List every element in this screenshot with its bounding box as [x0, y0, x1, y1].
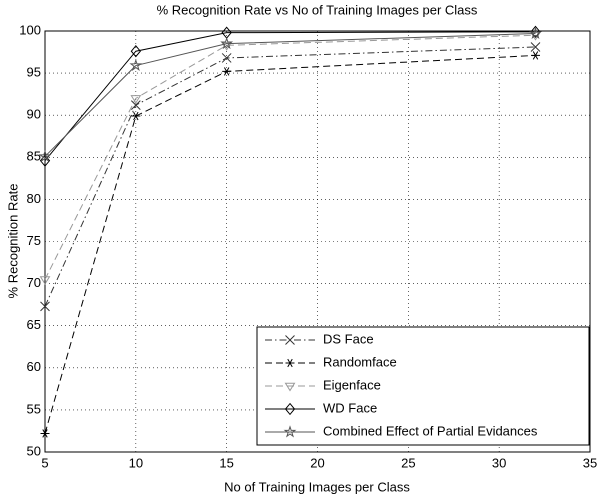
- series-line: [44, 46, 536, 307]
- y-tick-label: 65: [27, 317, 41, 332]
- legend-label: WD Face: [323, 400, 377, 415]
- marker: [221, 53, 232, 63]
- marker: [130, 95, 142, 104]
- x-axis-label: No of Training Images per Class: [224, 479, 410, 494]
- y-tick-label: 75: [27, 233, 41, 248]
- y-tick-label: 50: [27, 443, 41, 458]
- marker: [284, 402, 296, 416]
- series-line: [44, 33, 536, 157]
- x-tick-label: 35: [583, 455, 597, 470]
- marker: [284, 382, 296, 392]
- legend-label: DS Face: [323, 331, 374, 346]
- y-tick-label: 60: [27, 359, 41, 374]
- marker: [222, 67, 232, 76]
- legend-label: Combined Effect of Partial Evidances: [323, 423, 538, 438]
- marker: [40, 301, 50, 312]
- y-tick-label: 85: [27, 149, 41, 164]
- series-line: [44, 31, 536, 161]
- marker: [129, 58, 143, 71]
- y-axis-label: % Recognition Rate: [5, 184, 20, 299]
- marker: [530, 42, 541, 52]
- x-tick-label: 30: [492, 455, 506, 470]
- x-tick-label: 20: [310, 455, 324, 470]
- marker: [283, 425, 297, 438]
- marker: [220, 36, 234, 50]
- chart-title: % Recognition Rate vs No of Training Ima…: [157, 2, 478, 17]
- x-tick-label: 25: [401, 455, 415, 470]
- y-tick-label: 70: [27, 275, 41, 290]
- marker: [529, 26, 542, 39]
- y-tick-label: 95: [27, 65, 41, 80]
- series-line: [44, 54, 536, 434]
- marker: [285, 358, 295, 368]
- x-tick-label: 10: [129, 455, 143, 470]
- marker: [285, 335, 295, 345]
- marker: [130, 100, 141, 110]
- y-tick-label: 80: [27, 191, 41, 206]
- y-tick-label: 55: [27, 401, 41, 416]
- y-tick-label: 100: [19, 22, 41, 37]
- x-tick-label: 5: [41, 455, 48, 470]
- marker: [531, 51, 540, 60]
- legend-label: Eigenface: [323, 377, 381, 392]
- legend-label: Randomface: [323, 354, 397, 369]
- marker: [130, 45, 141, 58]
- y-tick-label: 90: [27, 107, 41, 122]
- marker: [38, 149, 52, 162]
- marker: [131, 111, 141, 121]
- marker: [530, 25, 541, 39]
- marker: [39, 276, 51, 285]
- plot-frame: [44, 30, 591, 453]
- series-line: [44, 34, 536, 280]
- x-tick-label: 15: [219, 455, 233, 470]
- marker: [40, 429, 50, 438]
